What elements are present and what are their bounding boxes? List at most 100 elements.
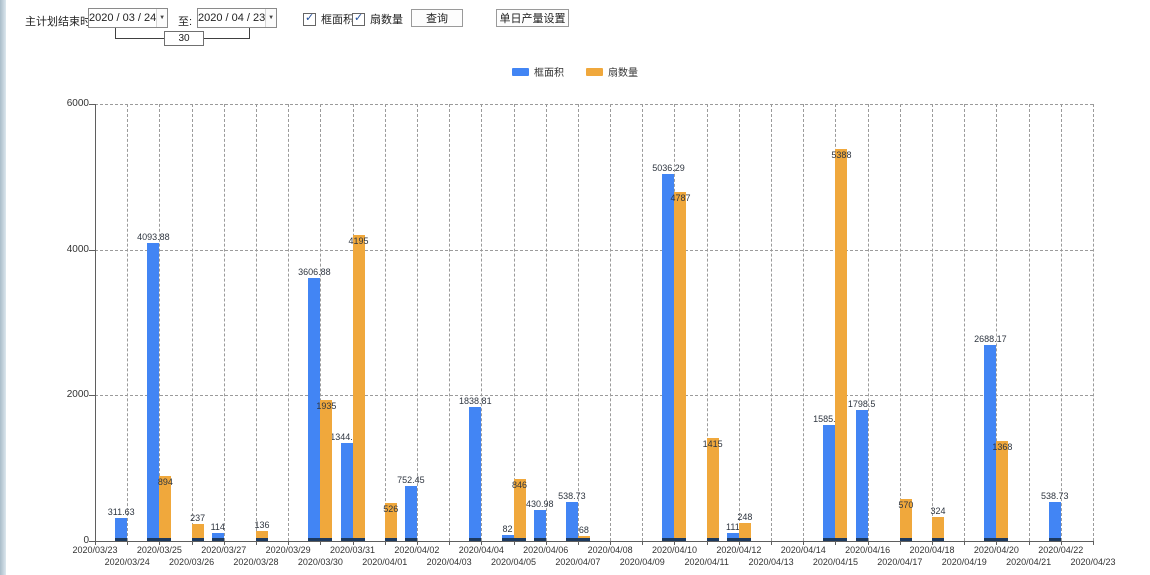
- gridline-vertical: [255, 104, 257, 541]
- bar-扇数量-2020/04/01[interactable]: [384, 502, 397, 541]
- bar-value-label: 5036.29: [652, 163, 685, 174]
- bar-扇数量-2020/04/11[interactable]: [706, 437, 719, 541]
- x-axis-tick-label: 2020/04/18: [909, 545, 955, 555]
- date-to-picker[interactable]: 2020 / 04 / 23 ▼: [197, 8, 277, 28]
- date-to-dropdown-button[interactable]: ▼: [265, 9, 276, 27]
- legend-item-frame-area[interactable]: 框面积: [512, 64, 564, 79]
- checkbox-frame-area[interactable]: ✓ 框面积: [303, 11, 354, 27]
- bar-value-label: 1798.5: [847, 399, 876, 409]
- gridline-vertical: [1028, 104, 1030, 541]
- date-from-picker[interactable]: 2020 / 03 / 24 ▼: [88, 8, 168, 28]
- x-tick: [610, 541, 612, 545]
- bar-框面积-2020/04/16[interactable]: [855, 410, 868, 541]
- x-axis-tick-label: 2020/04/15: [812, 557, 858, 567]
- gridline-horizontal: [95, 249, 1093, 251]
- bar-扇数量-2020/03/30[interactable]: [320, 400, 333, 541]
- x-axis-tick-label: 2020/04/23: [1070, 557, 1116, 567]
- bar-扇数量-2020/03/26[interactable]: [191, 523, 204, 541]
- x-tick: [932, 541, 934, 545]
- x-axis-tick-label: 2020/04/14: [780, 545, 826, 555]
- gridline-vertical: [610, 104, 612, 541]
- x-axis-tick-label: 2020/04/22: [1038, 545, 1084, 555]
- x-axis-tick-label: 2020/04/02: [394, 545, 440, 555]
- x-tick: [223, 541, 225, 545]
- x-axis-tick-label: 2020/04/05: [490, 557, 537, 567]
- x-axis-tick-label: 2020/04/13: [748, 557, 794, 567]
- x-axis-tick-label: 2020/04/19: [941, 557, 987, 567]
- x-axis-tick-label: 2020/04/09: [619, 557, 665, 567]
- bar-框面积-2020/04/06[interactable]: [533, 509, 546, 541]
- x-tick: [803, 541, 805, 545]
- x-tick: [545, 541, 547, 545]
- gridline-vertical: [513, 104, 515, 541]
- bar-框面积-2020/03/24[interactable]: [115, 518, 128, 541]
- bar-扇数量-2020/04/12[interactable]: [738, 522, 751, 541]
- bar-扇数量-2020/04/15[interactable]: [835, 148, 848, 541]
- x-tick: [642, 541, 644, 545]
- chevron-down-icon: ▼: [159, 15, 166, 21]
- bar-扇数量-2020/04/07[interactable]: [577, 536, 590, 541]
- bar-value-label: 1344.95: [330, 432, 363, 443]
- x-tick: [449, 541, 451, 545]
- x-tick: [674, 541, 676, 545]
- x-axis-tick-label: 2020/03/25: [136, 545, 182, 555]
- legend-item-fan-count[interactable]: 扇数量: [586, 64, 638, 79]
- gridline-vertical: [706, 104, 708, 541]
- bar-框面积-2020/03/30[interactable]: [308, 278, 321, 541]
- bar-value-label: 846: [512, 480, 528, 491]
- daily-output-settings-button[interactable]: 单日产量设置: [496, 9, 569, 27]
- bar-扇数量-2020/03/25[interactable]: [159, 475, 172, 541]
- bar-框面积-2020/04/15[interactable]: [823, 425, 836, 541]
- x-axis-tick-label: 2020/04/17: [877, 557, 923, 567]
- x-axis-tick-label: 2020/03/30: [297, 557, 343, 567]
- bar-框面积-2020/04/12[interactable]: [726, 532, 739, 541]
- gridline-vertical: [642, 104, 644, 541]
- bar-框面积-2020/04/07[interactable]: [565, 501, 578, 541]
- query-button[interactable]: 查询: [411, 9, 463, 27]
- to-label: 至:: [178, 16, 193, 28]
- bar-value-label: 538.73: [558, 490, 586, 501]
- checkbox-fan-count[interactable]: ✓ 扇数量: [352, 11, 403, 27]
- x-axis-tick-label: 2020/03/29: [265, 545, 311, 555]
- checkbox-icon: ✓: [352, 11, 365, 26]
- bar-扇数量-2020/03/28[interactable]: [255, 531, 268, 541]
- bar-框面积-2020/04/05[interactable]: [501, 535, 514, 541]
- gridline-vertical: [771, 104, 773, 541]
- x-axis-tick-label: 2020/03/23: [72, 545, 118, 555]
- bar-框面积-2020/04/22[interactable]: [1048, 501, 1061, 541]
- bar-框面积-2020/03/31[interactable]: [340, 443, 353, 541]
- x-axis-tick-label: 2020/03/24: [104, 557, 150, 567]
- bar-扇数量-2020/04/05[interactable]: [513, 479, 526, 541]
- x-tick: [1028, 541, 1030, 545]
- x-tick: [191, 541, 193, 545]
- bar-框面积-2020/04/04[interactable]: [469, 407, 482, 541]
- bar-value-label: 894: [157, 476, 173, 487]
- date-from-dropdown-button[interactable]: ▼: [156, 9, 167, 27]
- bar-框面积-2020/04/20[interactable]: [984, 345, 997, 541]
- bar-扇数量-2020/04/20[interactable]: [996, 441, 1009, 541]
- gridline-vertical: [191, 104, 193, 541]
- x-axis-tick-label: 2020/04/08: [587, 545, 633, 555]
- x-tick: [288, 541, 290, 545]
- x-tick: [1060, 541, 1062, 545]
- x-tick: [320, 541, 322, 545]
- x-tick: [255, 541, 257, 545]
- bar-框面积-2020/04/02[interactable]: [404, 486, 417, 541]
- bar-扇数量-2020/04/10[interactable]: [674, 192, 687, 541]
- x-axis-tick-label: 2020/04/16: [845, 545, 891, 555]
- bar-value-label: 3606.88: [298, 267, 331, 278]
- bar-value-label: 2688.17: [974, 334, 1007, 345]
- x-axis-tick-label: 2020/03/26: [169, 557, 215, 567]
- interval-days-input[interactable]: 30: [164, 31, 204, 46]
- bar-扇数量-2020/04/18[interactable]: [932, 517, 945, 541]
- x-axis-tick-label: 2020/04/20: [973, 545, 1019, 555]
- x-axis-tick-label: 2020/04/21: [1006, 557, 1052, 567]
- bar-扇数量-2020/03/31[interactable]: [352, 235, 365, 541]
- x-tick: [513, 541, 515, 545]
- bar-框面积-2020/04/10[interactable]: [662, 174, 675, 541]
- bar-框面积-2020/03/27[interactable]: [211, 532, 224, 541]
- bar-扇数量-2020/04/17[interactable]: [899, 499, 912, 541]
- bar-value-label: 248: [737, 511, 753, 522]
- bar-框面积-2020/03/25[interactable]: [147, 242, 160, 541]
